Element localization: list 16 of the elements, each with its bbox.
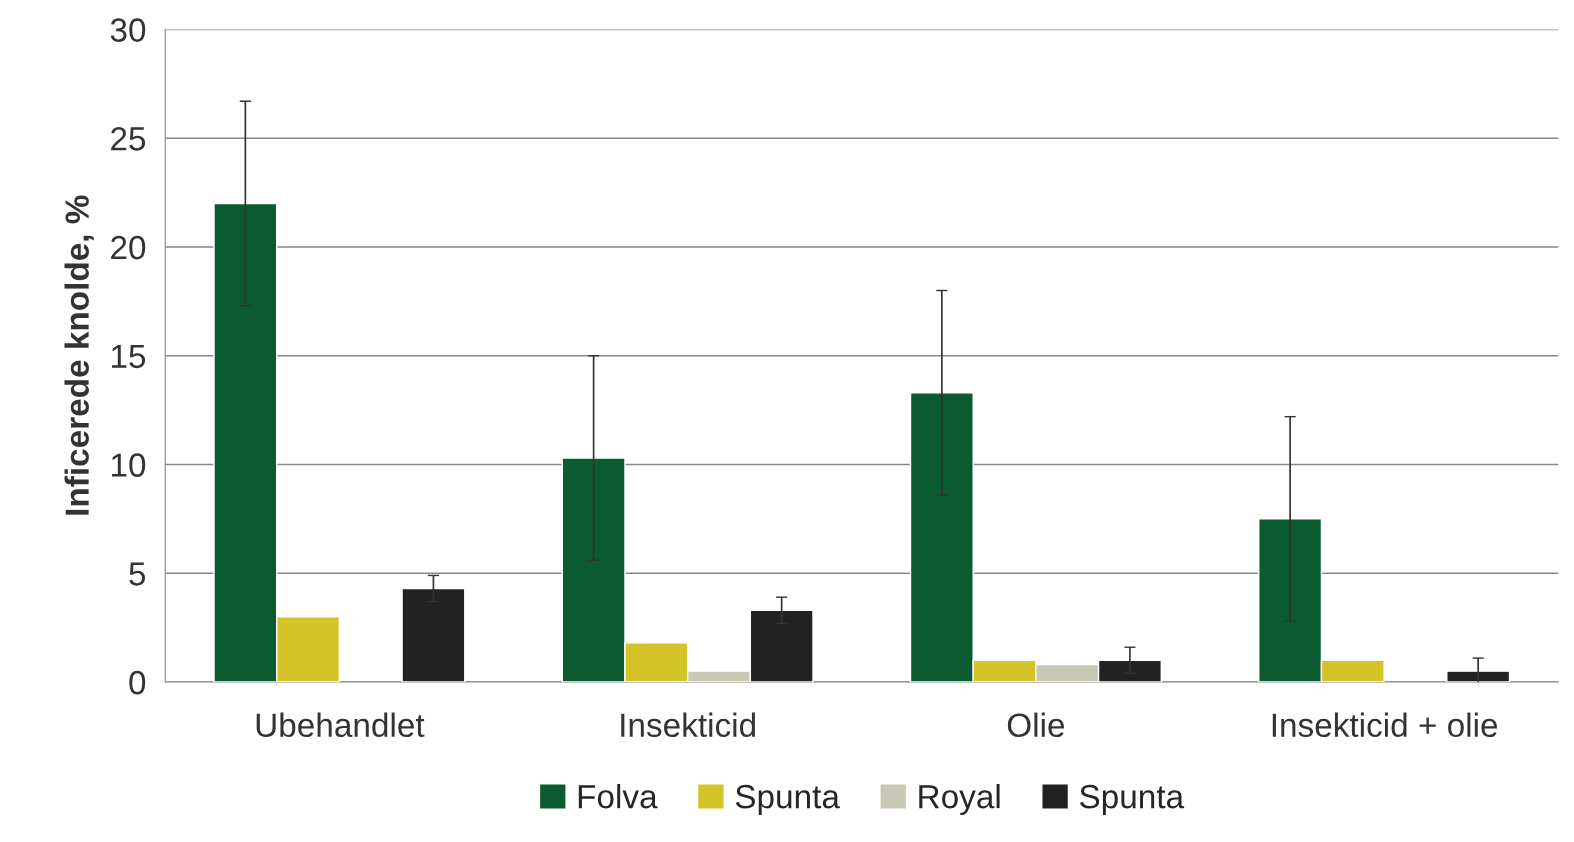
y-tick-label: 15 [111,344,146,369]
x-tick-label: Insekticid [621,712,755,738]
y-axis-title: Inficerede knolde, % [64,195,94,515]
x-tick-label: Insekticid + olie [1272,712,1498,738]
y-tick-label: 5 [129,562,146,586]
x-tick-label: Ubehandlet [256,712,425,738]
y-tick-label: 25 [111,127,146,151]
y-tick-label: 30 [110,18,146,42]
y-tick-label: 20 [111,235,146,260]
legend-label: Royal [919,783,1000,816]
x-tick-label: Olie [1007,712,1065,738]
y-tick-label: 0 [129,670,146,695]
legend-label: Spunta [735,784,840,816]
legend-label: Spunta [1079,784,1185,816]
legend-label: Folva [578,783,658,809]
y-tick-label: 10 [111,453,146,477]
